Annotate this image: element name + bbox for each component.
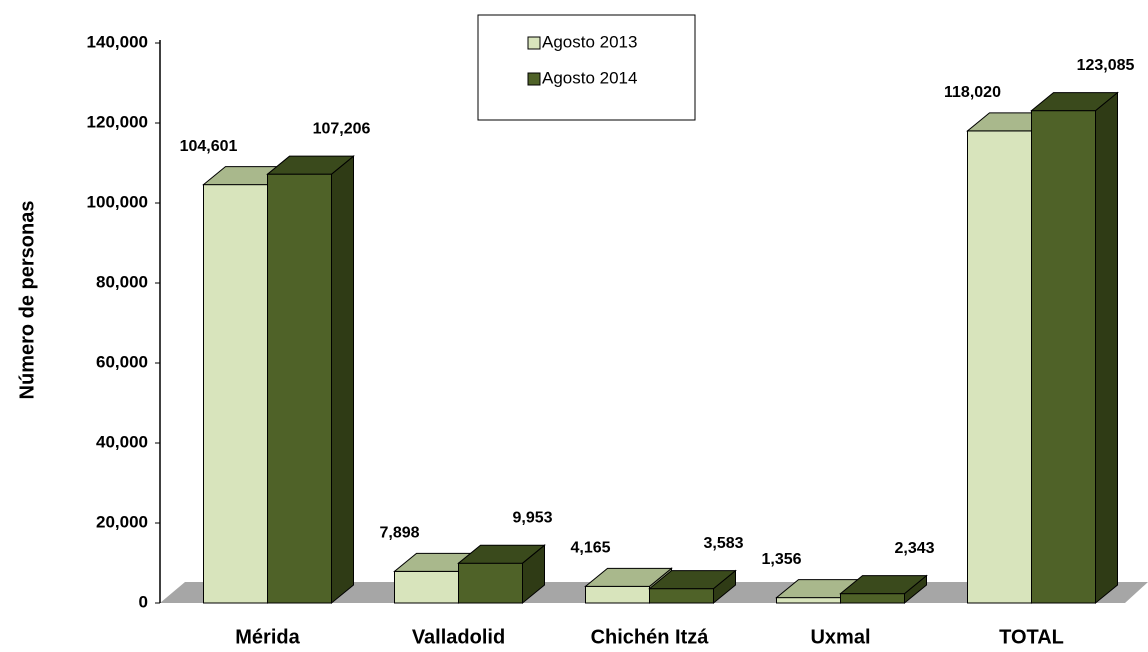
data-label: 104,601 [180, 138, 238, 155]
bar-top [457, 544, 546, 564]
data-label: 7,898 [379, 525, 419, 542]
bar-side [331, 155, 354, 605]
bar [267, 173, 332, 604]
bar-top [648, 570, 737, 590]
y-tick-label: 60,000 [96, 352, 148, 371]
data-label: 3,583 [703, 535, 743, 552]
bar [1031, 110, 1096, 604]
y-tick-label: 120,000 [87, 112, 148, 131]
legend-label: Agosto 2014 [542, 68, 637, 87]
bar [203, 184, 268, 604]
data-label: 1,356 [761, 551, 801, 568]
data-label: 9,953 [512, 509, 552, 526]
bar [840, 593, 905, 604]
y-tick-label: 20,000 [96, 512, 148, 531]
y-tick-label: 40,000 [96, 432, 148, 451]
bar-side [1095, 91, 1118, 605]
x-tick-label: Valladolid [412, 626, 505, 648]
x-tick-label: Mérida [235, 626, 300, 648]
bar [649, 588, 714, 604]
bar [585, 585, 650, 604]
x-tick-label: TOTAL [999, 626, 1064, 648]
bar-top [1030, 92, 1119, 112]
x-tick-label: Uxmal [810, 626, 870, 648]
bar [458, 562, 523, 604]
bar-top [584, 567, 673, 587]
bar-top [839, 575, 928, 595]
bar [776, 597, 841, 604]
bar [394, 570, 459, 604]
data-label: 2,343 [894, 540, 934, 557]
data-label: 4,165 [570, 540, 610, 557]
legend-label: Agosto 2013 [542, 32, 637, 51]
y-tick-label: 100,000 [87, 192, 148, 211]
y-axis-label: Número de personas [16, 201, 38, 400]
legend-box [477, 14, 696, 121]
bar-top [266, 155, 355, 175]
y-tick-label: 140,000 [87, 32, 148, 51]
y-tick-label: 80,000 [96, 272, 148, 291]
x-tick-label: Chichén Itzá [591, 626, 710, 648]
bar [967, 130, 1032, 604]
legend-swatch [527, 72, 541, 86]
data-label: 107,206 [313, 120, 371, 137]
legend-swatch [527, 36, 541, 50]
data-label: 118,020 [944, 84, 1001, 101]
y-tick-label: 0 [139, 592, 148, 611]
data-label: 123,085 [1077, 57, 1135, 74]
